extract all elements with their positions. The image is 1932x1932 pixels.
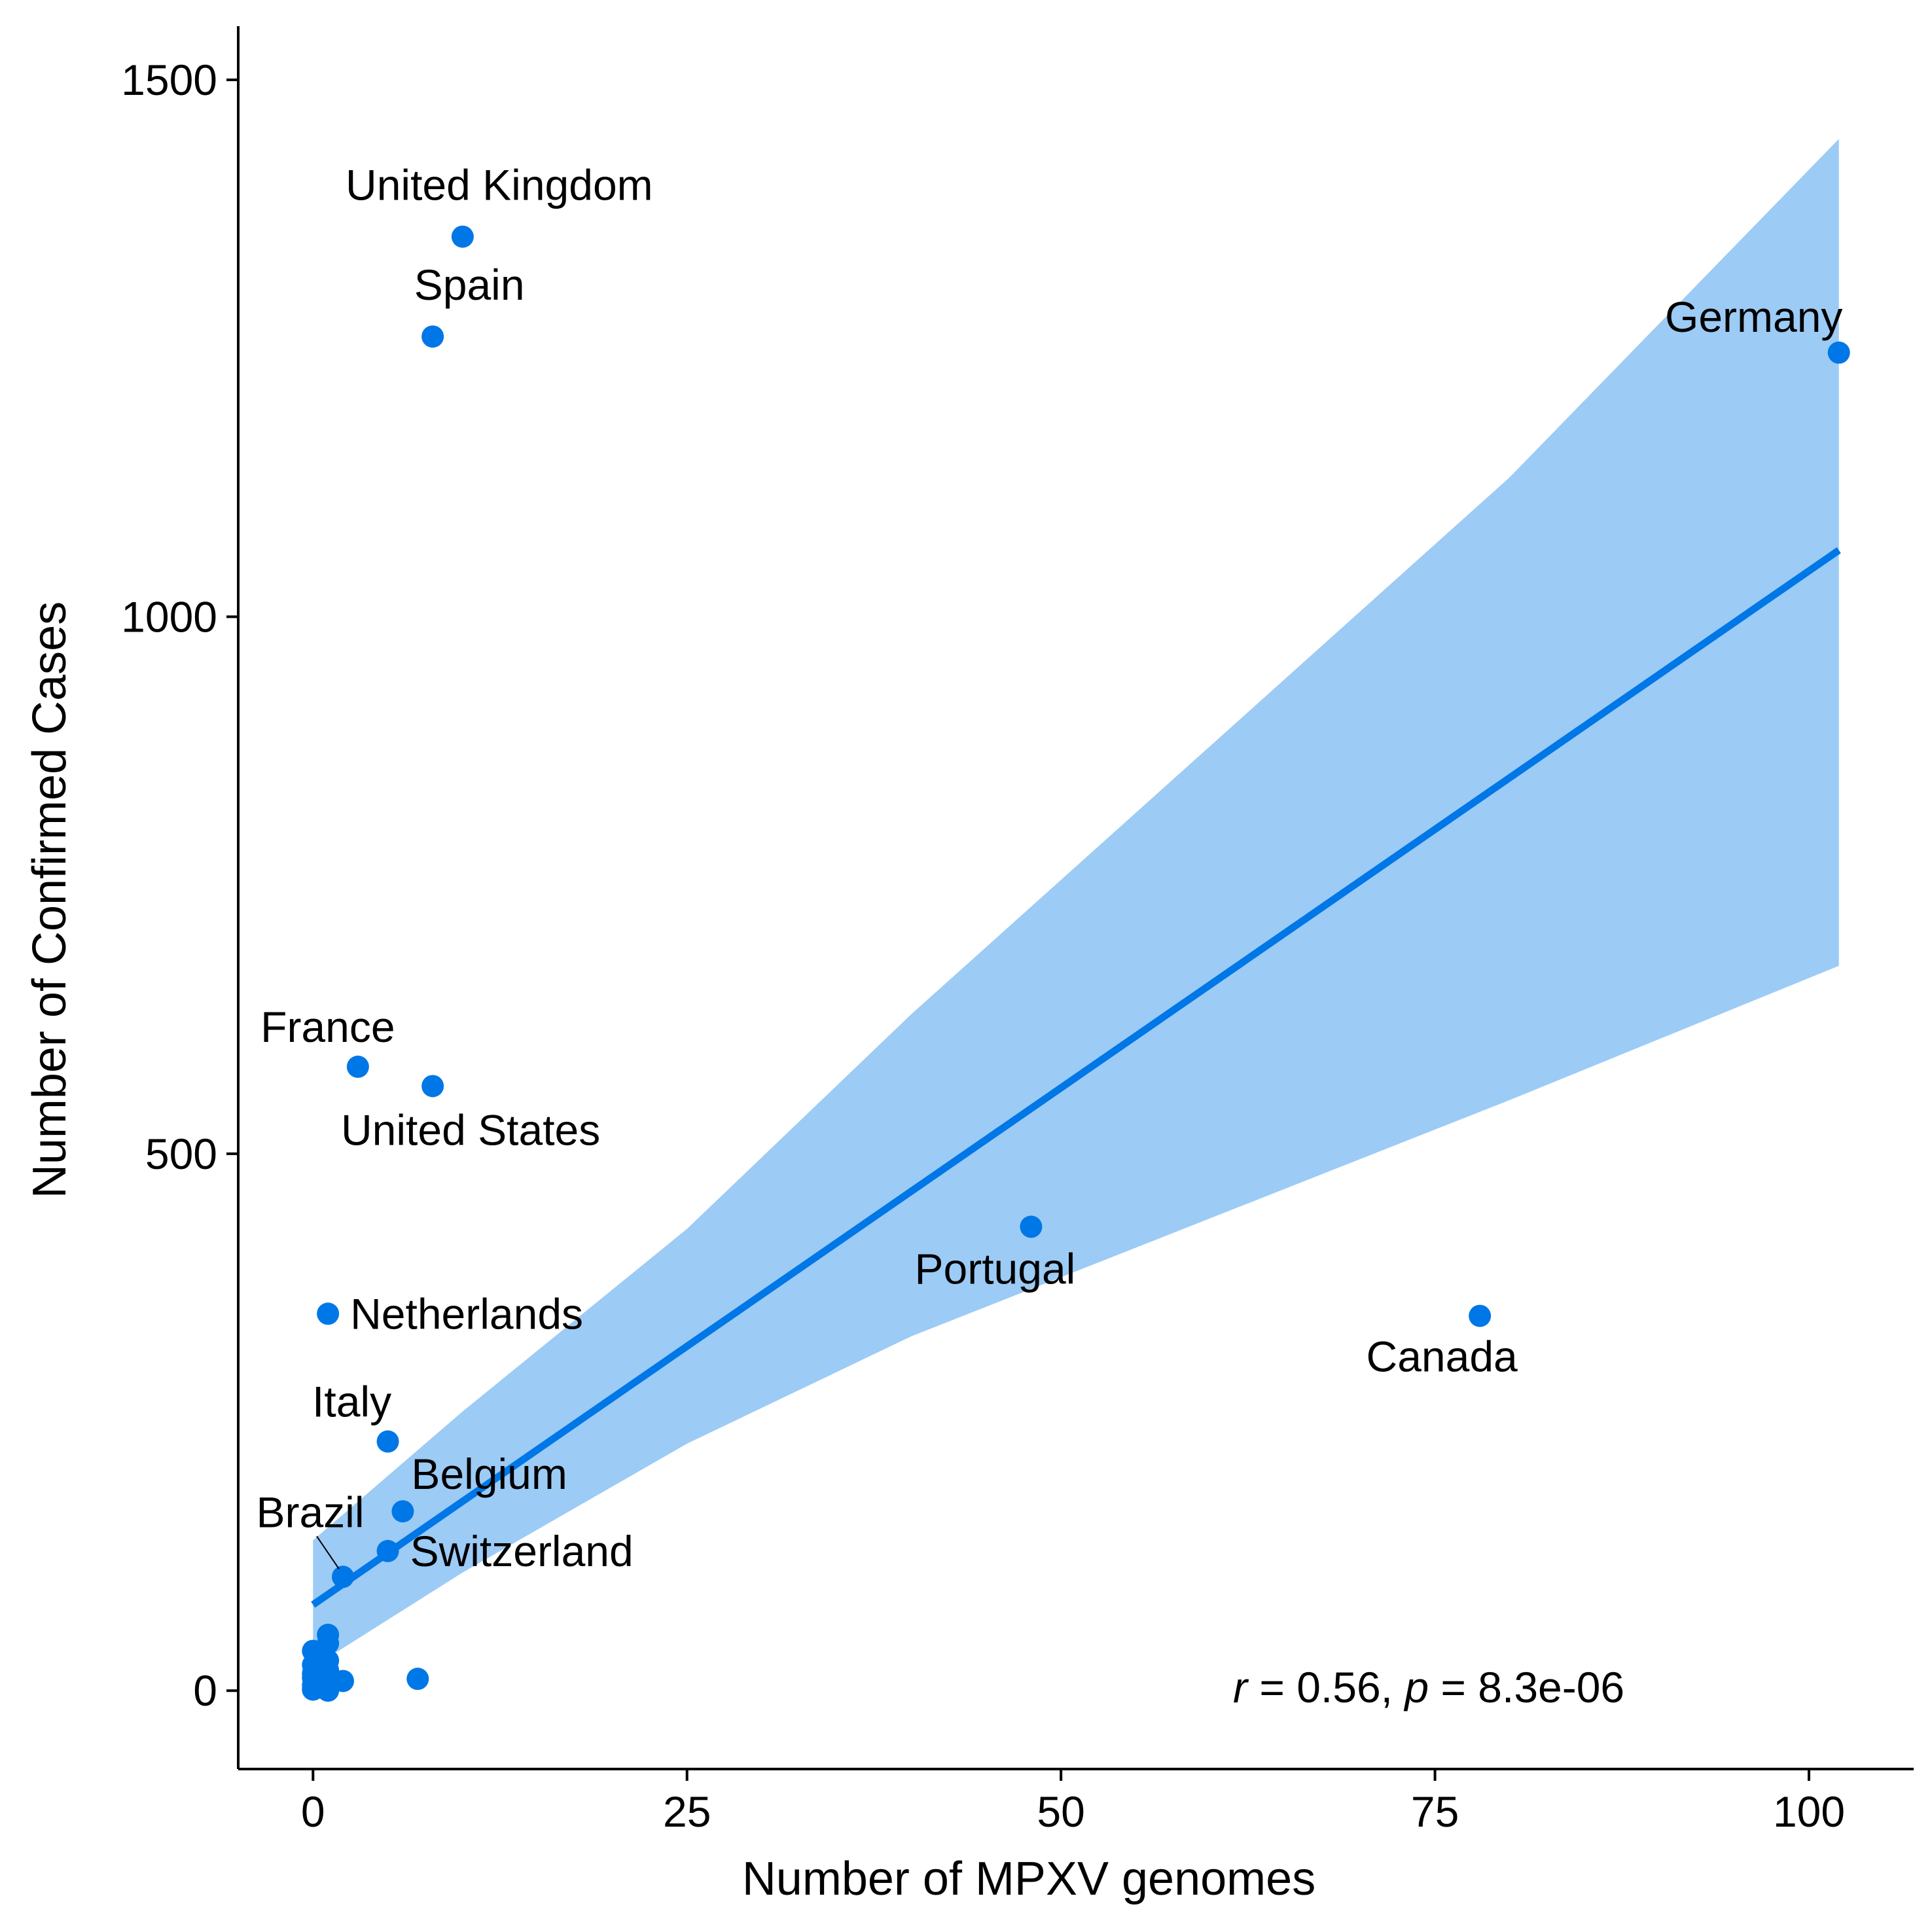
data-point (317, 1302, 340, 1325)
point-label: Canada (1367, 1333, 1518, 1381)
correlation-annotation: r = 0.56, p = 8.3e-06 (1233, 1663, 1624, 1711)
y-tick-label: 1000 (121, 592, 217, 641)
y-tick-label: 0 (193, 1666, 217, 1715)
point-label: Portugal (915, 1244, 1076, 1293)
r-symbol: r (1233, 1663, 1249, 1711)
data-point (451, 225, 474, 248)
data-point (391, 1500, 414, 1523)
regression-line (311, 547, 1841, 1608)
point-label: Spain (414, 260, 525, 309)
regression-line-layer (311, 547, 1841, 1608)
point-label: France (260, 1003, 395, 1051)
x-tick-label: 75 (1411, 1787, 1459, 1836)
x-tick-label: 0 (301, 1787, 325, 1836)
data-point (1020, 1215, 1043, 1238)
point-label: Netherlands (350, 1289, 583, 1338)
data-point (421, 1075, 444, 1098)
point-labels-layer: United Kingdom Spain Germany France United S… (256, 161, 1842, 1575)
y-tick-label: 1500 (121, 56, 217, 104)
x-axis-title: Number of MPXV genomes (742, 1853, 1315, 1905)
y-tick-label: 500 (145, 1130, 217, 1178)
point-label: Belgium (411, 1450, 567, 1498)
data-point (317, 1679, 340, 1702)
point-label: United Kingdom (346, 161, 653, 209)
data-point (421, 325, 444, 348)
x-tick-label: 100 (1773, 1787, 1845, 1836)
brazil-label-connector (316, 1535, 340, 1569)
point-label: Germany (1665, 293, 1842, 341)
data-point (1827, 341, 1850, 364)
axes-layer: 0 500 1000 1500 0 25 50 75 100 (121, 26, 1914, 1836)
data-point (346, 1055, 369, 1078)
point-label: Switzerland (410, 1527, 634, 1575)
x-tick-label: 50 (1037, 1787, 1084, 1836)
confidence-band-layer (313, 139, 1839, 1668)
data-point (376, 1539, 399, 1562)
r-value: = 0.56, (1247, 1663, 1404, 1711)
point-label: United States (341, 1105, 600, 1154)
p-value: = 8.3e-06 (1429, 1663, 1624, 1711)
point-label: Italy (312, 1378, 391, 1426)
data-point (332, 1565, 354, 1588)
data-points-layer (302, 225, 1850, 1702)
confidence-band (313, 139, 1839, 1668)
data-point (1469, 1304, 1492, 1327)
data-point (376, 1430, 399, 1453)
p-symbol: p (1403, 1663, 1429, 1711)
data-point (406, 1668, 429, 1690)
point-label: Brazil (256, 1488, 364, 1536)
y-axis-title: Number of Confirmed Cases (24, 601, 76, 1198)
x-tick-label: 25 (663, 1787, 711, 1836)
